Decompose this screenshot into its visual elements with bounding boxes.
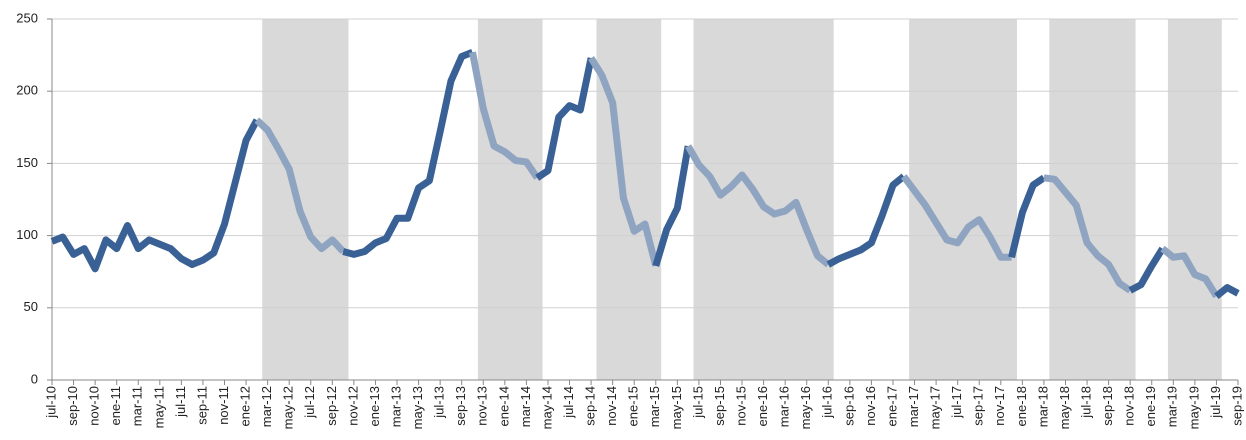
x-tick-label: sep-14	[583, 386, 598, 426]
line-highlight	[254, 117, 346, 254]
x-tick-label: jul-14	[561, 386, 576, 419]
x-tick-label: mar-15	[647, 386, 662, 427]
shaded-period	[693, 19, 834, 380]
x-tick-label: mar-17	[906, 386, 921, 427]
x-tick-label: ene-12	[238, 386, 253, 426]
line	[50, 118, 260, 273]
x-tick-label: sep-13	[453, 386, 468, 426]
line	[535, 57, 595, 181]
shaded-period	[596, 19, 662, 380]
x-tick-label: nov-12	[345, 386, 360, 426]
shaded-period	[909, 19, 1017, 380]
x-tick-label: nov-14	[604, 386, 619, 426]
x-tick-label: jul-18	[1078, 386, 1093, 419]
line-highlight	[588, 56, 660, 267]
y-tick-label: 250	[16, 10, 38, 25]
x-tick-label: ene-19	[1143, 386, 1158, 426]
x-tick-label: nov-11	[216, 386, 231, 425]
x-tick-label: nov-15	[733, 386, 748, 426]
x-tick-label: may-15	[669, 386, 684, 429]
line	[1214, 284, 1240, 299]
x-tick-label: mar-18	[1035, 386, 1050, 427]
x-tick-label: jul-13	[432, 386, 447, 419]
x-tick-label: nov-17	[992, 386, 1007, 426]
y-tick-label: 150	[16, 155, 38, 170]
x-tick-label: ene-17	[884, 386, 899, 426]
x-tick-label: nov-10	[87, 386, 102, 426]
x-tick-label: nov-16	[863, 386, 878, 426]
shaded-period	[1049, 19, 1136, 380]
x-tick-label: may-13	[410, 386, 425, 429]
x-tick-label: mar-13	[388, 386, 403, 427]
line	[1128, 246, 1166, 294]
x-tick-label: may-17	[928, 386, 943, 429]
x-tick-label: jul-11	[173, 386, 188, 418]
x-tick-label: sep-17	[971, 386, 986, 426]
x-tick-label: sep-18	[1100, 386, 1115, 426]
x-tick-label: nov-13	[475, 386, 490, 426]
x-tick-label: sep-10	[65, 386, 80, 426]
x-tick-label: mar-16	[777, 386, 792, 427]
x-tick-label: ene-14	[496, 386, 511, 426]
x-tick-label: ene-16	[755, 386, 770, 426]
x-tick-label: may-16	[798, 386, 813, 429]
x-tick-label: mar-12	[259, 386, 274, 427]
x-tick-label: jul-16	[820, 386, 835, 419]
x-tick-label: mar-19	[1165, 386, 1180, 427]
x-tick-label: ene-11	[108, 386, 123, 426]
x-tick-label: sep-16	[841, 386, 856, 426]
line	[826, 173, 906, 268]
x-tick-label: jul-17	[949, 386, 964, 419]
x-tick-label: may-14	[539, 386, 554, 429]
x-tick-label: may-12	[281, 386, 296, 429]
x-tick-label: ene-15	[626, 386, 641, 426]
x-tick-label: nov-18	[1122, 386, 1137, 426]
y-tick-label: 200	[16, 83, 38, 98]
line-highlight	[685, 144, 831, 268]
y-tick-label: 50	[24, 299, 38, 314]
shaded-period	[477, 19, 543, 380]
x-tick-label: sep-12	[324, 386, 339, 426]
x-tick-label: ene-18	[1014, 386, 1029, 426]
line	[652, 145, 692, 267]
line-highlight	[1160, 245, 1220, 299]
x-tick-label: mar-14	[518, 386, 533, 427]
line	[1008, 174, 1046, 259]
x-tick-label: jul-19	[1208, 386, 1223, 419]
y-tick-label: 100	[16, 227, 38, 242]
x-tick-label: may-19	[1186, 386, 1201, 429]
x-tick-label: jul-15	[690, 386, 705, 419]
x-tick-label: sep-15	[712, 386, 727, 426]
line	[342, 48, 474, 258]
x-tick-label: mar-11	[130, 386, 145, 426]
shaded-period	[1167, 19, 1222, 380]
x-tick-label: sep-19	[1229, 386, 1244, 426]
x-tick-label: may-11	[151, 386, 166, 428]
x-tick-label: sep-11	[194, 386, 209, 425]
y-tick-label: 0	[31, 371, 38, 386]
line-highlight	[900, 174, 1012, 261]
x-tick-label: ene-13	[367, 386, 382, 426]
line-highlight	[469, 51, 541, 180]
x-tick-label: jul-12	[302, 386, 317, 419]
line-highlight	[1043, 174, 1133, 294]
x-tick-label: may-18	[1057, 386, 1072, 429]
x-tick-label: jul-10	[43, 386, 58, 419]
shaded-period	[262, 19, 349, 380]
